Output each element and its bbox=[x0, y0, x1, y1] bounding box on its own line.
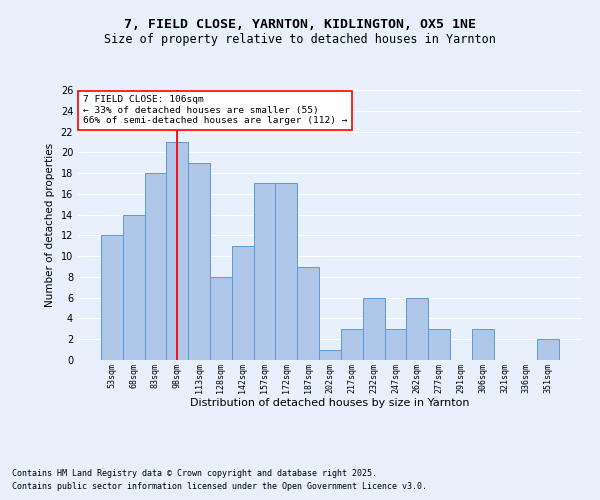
Bar bbox=[537, 339, 559, 360]
Bar bbox=[232, 246, 254, 360]
Bar bbox=[385, 329, 406, 360]
Bar bbox=[406, 298, 428, 360]
Bar bbox=[123, 214, 145, 360]
Bar bbox=[188, 162, 210, 360]
Text: Size of property relative to detached houses in Yarnton: Size of property relative to detached ho… bbox=[104, 32, 496, 46]
Bar bbox=[363, 298, 385, 360]
Text: 7, FIELD CLOSE, YARNTON, KIDLINGTON, OX5 1NE: 7, FIELD CLOSE, YARNTON, KIDLINGTON, OX5… bbox=[124, 18, 476, 30]
Y-axis label: Number of detached properties: Number of detached properties bbox=[45, 143, 55, 307]
Bar bbox=[275, 184, 297, 360]
Bar bbox=[472, 329, 494, 360]
Text: Contains public sector information licensed under the Open Government Licence v3: Contains public sector information licen… bbox=[12, 482, 427, 491]
Bar bbox=[319, 350, 341, 360]
Bar bbox=[254, 184, 275, 360]
Bar bbox=[166, 142, 188, 360]
Text: 7 FIELD CLOSE: 106sqm
← 33% of detached houses are smaller (55)
66% of semi-deta: 7 FIELD CLOSE: 106sqm ← 33% of detached … bbox=[83, 96, 347, 125]
Bar bbox=[297, 266, 319, 360]
Bar bbox=[428, 329, 450, 360]
Bar bbox=[101, 236, 123, 360]
Bar bbox=[210, 277, 232, 360]
Bar bbox=[341, 329, 363, 360]
X-axis label: Distribution of detached houses by size in Yarnton: Distribution of detached houses by size … bbox=[190, 398, 470, 408]
Text: Contains HM Land Registry data © Crown copyright and database right 2025.: Contains HM Land Registry data © Crown c… bbox=[12, 468, 377, 477]
Bar bbox=[145, 173, 166, 360]
